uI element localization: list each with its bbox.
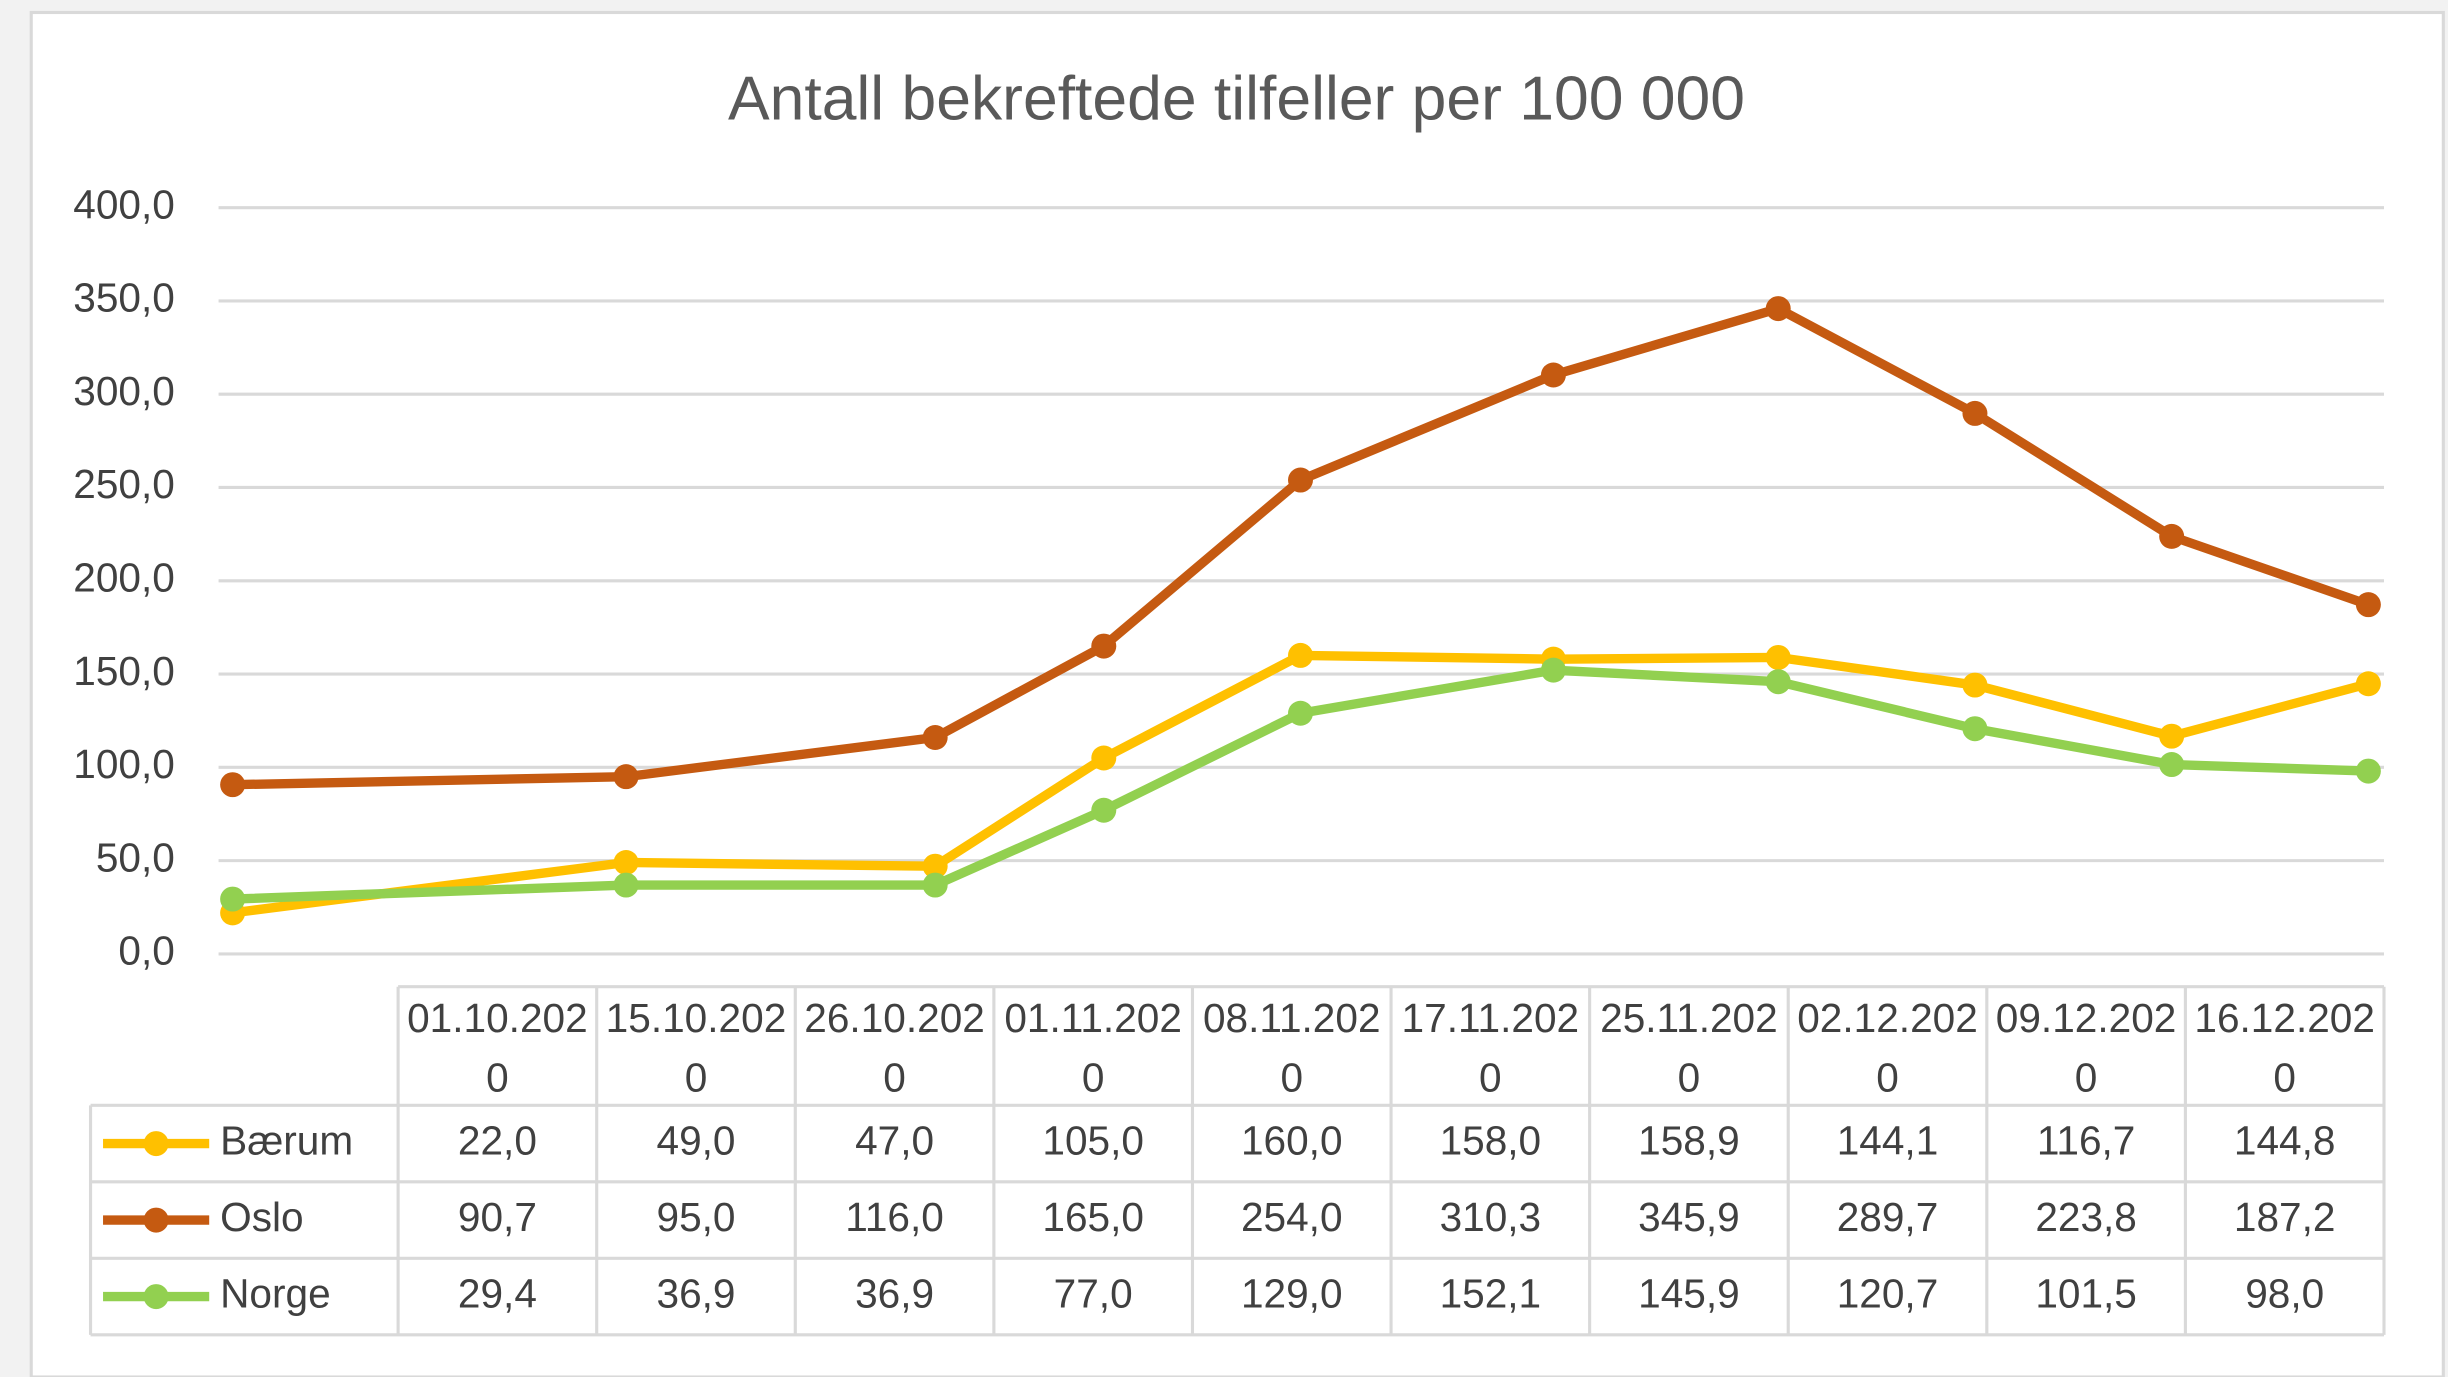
table-value: 160,0 [1241, 1117, 1343, 1163]
data-point [1765, 644, 1791, 670]
x-category: 02.12.2020 [1797, 994, 1978, 1101]
legend-label: Oslo [220, 1194, 303, 1240]
data-point [220, 886, 246, 912]
data-point [2355, 592, 2381, 618]
y-tick-label: 150,0 [73, 648, 175, 694]
data-point [2355, 671, 2381, 697]
y-tick-label: 250,0 [73, 461, 175, 507]
table-value: 145,9 [1638, 1270, 1740, 1316]
y-tick-label: 0,0 [118, 928, 174, 974]
x-category: 08.11.2020 [1202, 994, 1381, 1101]
table-value: 144,1 [1837, 1117, 1939, 1163]
data-point [1962, 400, 1988, 426]
data-point [922, 853, 948, 879]
data-point [220, 772, 246, 798]
table-value: 254,0 [1241, 1194, 1343, 1240]
data-point [922, 725, 948, 750]
table-value: 310,3 [1440, 1194, 1542, 1240]
table-value: 223,8 [2035, 1194, 2137, 1240]
table-value: 36,9 [657, 1270, 736, 1316]
table-value: 101,5 [2035, 1270, 2137, 1316]
x-tick-label: 09.12.2020 [1995, 994, 2177, 1101]
table-value: 152,1 [1440, 1270, 1542, 1316]
table-value: 116,0 [845, 1194, 944, 1240]
y-tick-label: 350,0 [73, 275, 175, 321]
data-point [1288, 467, 1313, 493]
table-value: 120,7 [1837, 1270, 1939, 1316]
table-value: 187,2 [2234, 1194, 2336, 1240]
table-value: 47,0 [855, 1117, 934, 1163]
data-point [2355, 758, 2381, 784]
x-tick-label: 01.10.2020 [407, 994, 588, 1101]
table-value: 36,9 [855, 1270, 934, 1316]
table-value: 22,0 [458, 1117, 537, 1163]
table-value: 29,4 [458, 1270, 537, 1316]
x-tick-label: 15.10.2020 [605, 994, 787, 1101]
table-value: 289,7 [1837, 1194, 1939, 1240]
series-line [232, 650, 2370, 918]
legend-marker [143, 1131, 169, 1157]
x-category: 26.10.2020 [804, 994, 985, 1101]
table-value: 98,0 [2245, 1270, 2324, 1316]
x-tick-label: 16.12.2020 [2194, 994, 2375, 1101]
y-tick-label: 400,0 [73, 181, 175, 227]
legend-marker [143, 1284, 169, 1310]
data-point [1962, 716, 1988, 742]
x-tick-label: 26.10.2020 [804, 994, 985, 1101]
x-tick-label: 25.11.2020 [1600, 994, 1778, 1101]
table-value: 158,9 [1638, 1117, 1740, 1163]
y-tick-label: 100,0 [73, 741, 175, 787]
data-point [1091, 797, 1117, 823]
table-value: 116,7 [2037, 1117, 2136, 1163]
table-value: 90,7 [458, 1194, 537, 1240]
x-category: 15.10.2020 [605, 994, 787, 1101]
legend-marker [143, 1207, 169, 1233]
data-point [613, 850, 639, 875]
y-tick-label: 300,0 [73, 368, 175, 414]
data-point [613, 872, 639, 898]
y-tick-label: 50,0 [96, 834, 175, 880]
x-category: 16.12.2020 [2194, 994, 2375, 1101]
table-value: 345,9 [1638, 1194, 1740, 1240]
table-value: 144,8 [2234, 1117, 2336, 1163]
legend-label: Norge [220, 1270, 331, 1316]
table-value: 95,0 [657, 1194, 736, 1240]
x-tick-label: 08.11.2020 [1202, 994, 1381, 1101]
data-point [613, 764, 639, 790]
data-point [922, 872, 948, 898]
x-tick-label: 01.11.2020 [1004, 994, 1182, 1101]
chart-title: Antall bekreftede tilfeller per 100 000 [728, 64, 1745, 134]
chart-area [29, 10, 2445, 1377]
table-value: 77,0 [1054, 1270, 1133, 1316]
legend-label: Bærum [220, 1117, 353, 1163]
data-point [1765, 669, 1791, 695]
data-point [1091, 745, 1117, 771]
x-category: 25.11.2020 [1600, 994, 1778, 1101]
table-value: 49,0 [657, 1117, 736, 1163]
table-value: 105,0 [1042, 1117, 1144, 1163]
x-category: 01.11.2020 [1004, 994, 1182, 1101]
table-value: 129,0 [1241, 1270, 1343, 1316]
data-point [1962, 672, 1988, 698]
x-category: 09.12.2020 [1995, 994, 2177, 1101]
data-point [1288, 642, 1313, 668]
data-point [1765, 296, 1791, 322]
x-tick-label: 17.11.2020 [1401, 994, 1580, 1101]
data-point [1540, 657, 1566, 683]
x-category: 01.10.2020 [407, 994, 588, 1101]
series-line [232, 665, 2369, 904]
table-value: 165,0 [1042, 1194, 1144, 1240]
x-category: 17.11.2020 [1401, 994, 1580, 1101]
data-point [2159, 723, 2185, 749]
data-point [1288, 700, 1313, 726]
data-point [1091, 633, 1117, 659]
table-value: 158,0 [1440, 1117, 1542, 1163]
x-tick-label: 02.12.2020 [1797, 994, 1978, 1101]
data-point [2159, 752, 2185, 778]
y-tick-label: 200,0 [73, 554, 175, 600]
data-point [1540, 362, 1566, 388]
data-point [2159, 523, 2185, 549]
series-line [232, 303, 2370, 790]
